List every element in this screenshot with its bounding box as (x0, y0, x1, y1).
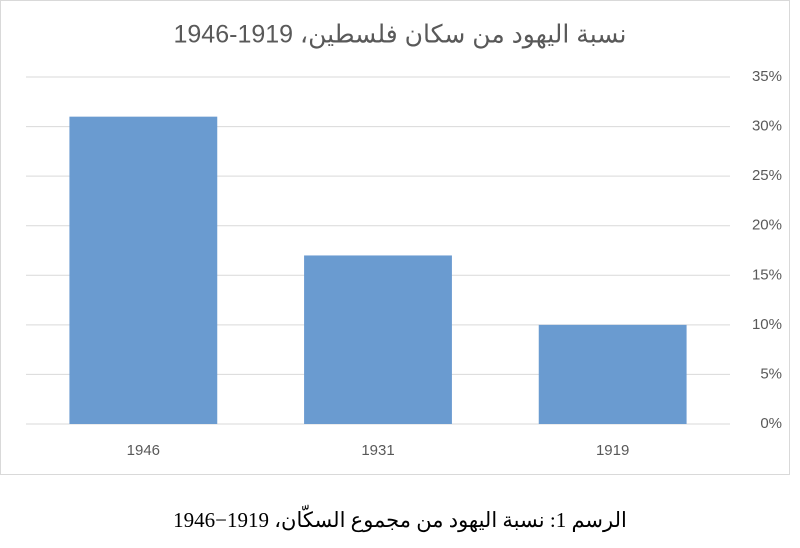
bar (69, 116, 218, 425)
bar (538, 324, 687, 424)
y-tick-label: 0% (760, 415, 782, 432)
y-tick-label: 35% (752, 68, 782, 85)
y-tick-label: 30% (752, 118, 782, 135)
x-tick-label: 1931 (361, 442, 394, 459)
y-tick-label: 15% (752, 266, 782, 283)
y-tick-label: 10% (752, 316, 782, 333)
bar (304, 255, 452, 424)
y-tick-label: 25% (752, 167, 782, 184)
x-tick-label: 1946 (127, 442, 160, 459)
chart-title: نسبة اليهود من سكان فلسطين، 1919-1946 (173, 21, 626, 50)
y-tick-label: 20% (752, 217, 782, 234)
y-tick-label: 5% (760, 365, 782, 382)
figure-caption: الرسم 1: نسبة اليهود من مجموع السكّان، 1… (173, 504, 627, 533)
x-tick-label: 1919 (596, 442, 629, 459)
